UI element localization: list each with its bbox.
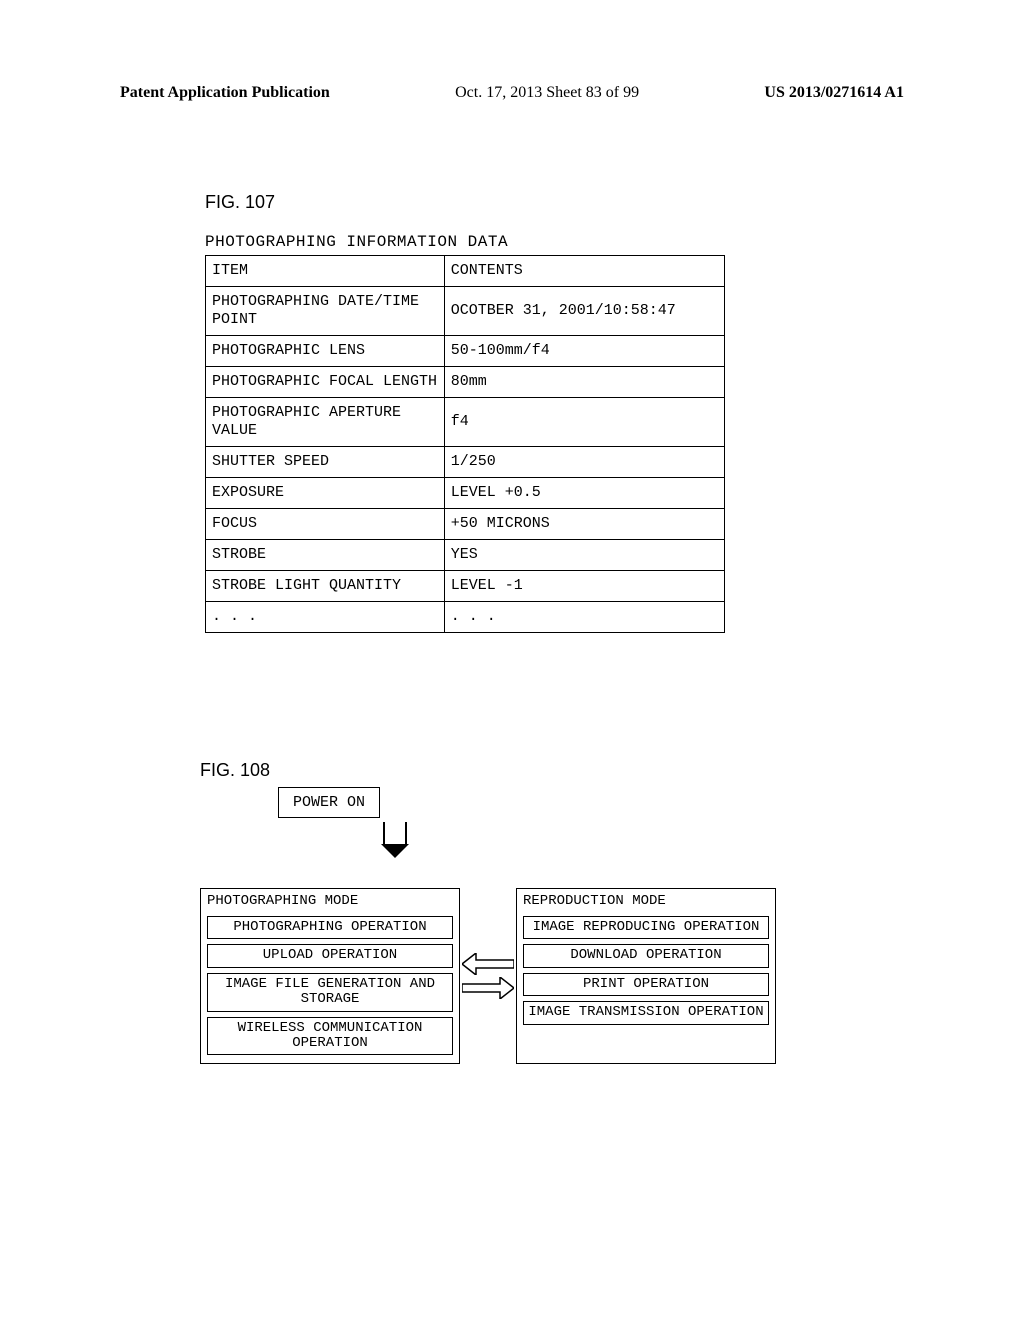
cell-item: STROBE LIGHT QUANTITY — [206, 571, 445, 602]
cell-item: PHOTOGRAPHIC LENS — [206, 336, 445, 367]
cell-contents: . . . — [444, 602, 724, 633]
col-item-header: ITEM — [206, 256, 445, 287]
bidirectional-arrow-icon — [460, 953, 516, 999]
cell-contents: 80mm — [444, 367, 724, 398]
info-table: ITEM CONTENTS PHOTOGRAPHING DATE/TIME PO… — [205, 255, 725, 633]
cell-contents: 1/250 — [444, 447, 724, 478]
cell-item: PHOTOGRAPHIC APERTURE VALUE — [206, 398, 445, 447]
table-title: PHOTOGRAPHING INFORMATION DATA — [205, 233, 725, 251]
table-row: SHUTTER SPEED1/250 — [206, 447, 725, 478]
table-row: . . .. . . — [206, 602, 725, 633]
operation-box: DOWNLOAD OPERATION — [523, 944, 769, 967]
operation-box: PRINT OPERATION — [523, 973, 769, 996]
table-header-row: ITEM CONTENTS — [206, 256, 725, 287]
cell-contents: LEVEL -1 — [444, 571, 724, 602]
cell-contents: 50-100mm/f4 — [444, 336, 724, 367]
cell-contents: YES — [444, 540, 724, 571]
cell-item: PHOTOGRAPHIC FOCAL LENGTH — [206, 367, 445, 398]
operation-box: IMAGE REPRODUCING OPERATION — [523, 916, 769, 939]
page-header: Patent Application Publication Oct. 17, … — [120, 84, 904, 102]
cell-contents: OCOTBER 31, 2001/10:58:47 — [444, 287, 724, 336]
table-row: FOCUS+50 MICRONS — [206, 509, 725, 540]
col-contents-header: CONTENTS — [444, 256, 724, 287]
cell-item: PHOTOGRAPHING DATE/TIME POINT — [206, 287, 445, 336]
cell-item: EXPOSURE — [206, 478, 445, 509]
mode-title: PHOTOGRAPHING MODE — [207, 893, 453, 909]
power-on-box: POWER ON — [278, 787, 380, 818]
arrow-down-icon — [370, 822, 420, 862]
table-row: PHOTOGRAPHING DATE/TIME POINTOCOTBER 31,… — [206, 287, 725, 336]
operation-box: PHOTOGRAPHING OPERATION — [207, 916, 453, 939]
photographing-mode-box: PHOTOGRAPHING MODE PHOTOGRAPHING OPERATI… — [200, 888, 460, 1064]
cell-item: FOCUS — [206, 509, 445, 540]
mode-title: REPRODUCTION MODE — [523, 893, 769, 909]
header-center: Oct. 17, 2013 Sheet 83 of 99 — [455, 84, 639, 102]
cell-contents: LEVEL +0.5 — [444, 478, 724, 509]
table-row: PHOTOGRAPHIC LENS50-100mm/f4 — [206, 336, 725, 367]
cell-contents: f4 — [444, 398, 724, 447]
cell-item: STROBE — [206, 540, 445, 571]
operation-box: WIRELESS COMMUNICATION OPERATION — [207, 1017, 453, 1056]
figure-108: FIG. 108 POWER ON PHOTOGRAPHING MODE PHO… — [200, 760, 790, 1064]
figure-107: FIG. 107 PHOTOGRAPHING INFORMATION DATA … — [205, 192, 725, 633]
operation-box: IMAGE FILE GENERATION AND STORAGE — [207, 973, 453, 1012]
table-row: STROBE LIGHT QUANTITYLEVEL -1 — [206, 571, 725, 602]
operation-box: IMAGE TRANSMISSION OPERATION — [523, 1001, 769, 1024]
header-left: Patent Application Publication — [120, 84, 330, 102]
modes-row: PHOTOGRAPHING MODE PHOTOGRAPHING OPERATI… — [200, 888, 790, 1064]
table-row: STROBEYES — [206, 540, 725, 571]
operation-box: UPLOAD OPERATION — [207, 944, 453, 967]
cell-contents: +50 MICRONS — [444, 509, 724, 540]
table-row: PHOTOGRAPHIC FOCAL LENGTH80mm — [206, 367, 725, 398]
header-right: US 2013/0271614 A1 — [764, 84, 904, 102]
reproduction-mode-box: REPRODUCTION MODE IMAGE REPRODUCING OPER… — [516, 888, 776, 1064]
figure-107-label: FIG. 107 — [205, 192, 725, 213]
cell-item: . . . — [206, 602, 445, 633]
table-row: EXPOSURELEVEL +0.5 — [206, 478, 725, 509]
figure-108-label: FIG. 108 — [200, 760, 790, 781]
cell-item: SHUTTER SPEED — [206, 447, 445, 478]
table-row: PHOTOGRAPHIC APERTURE VALUEf4 — [206, 398, 725, 447]
